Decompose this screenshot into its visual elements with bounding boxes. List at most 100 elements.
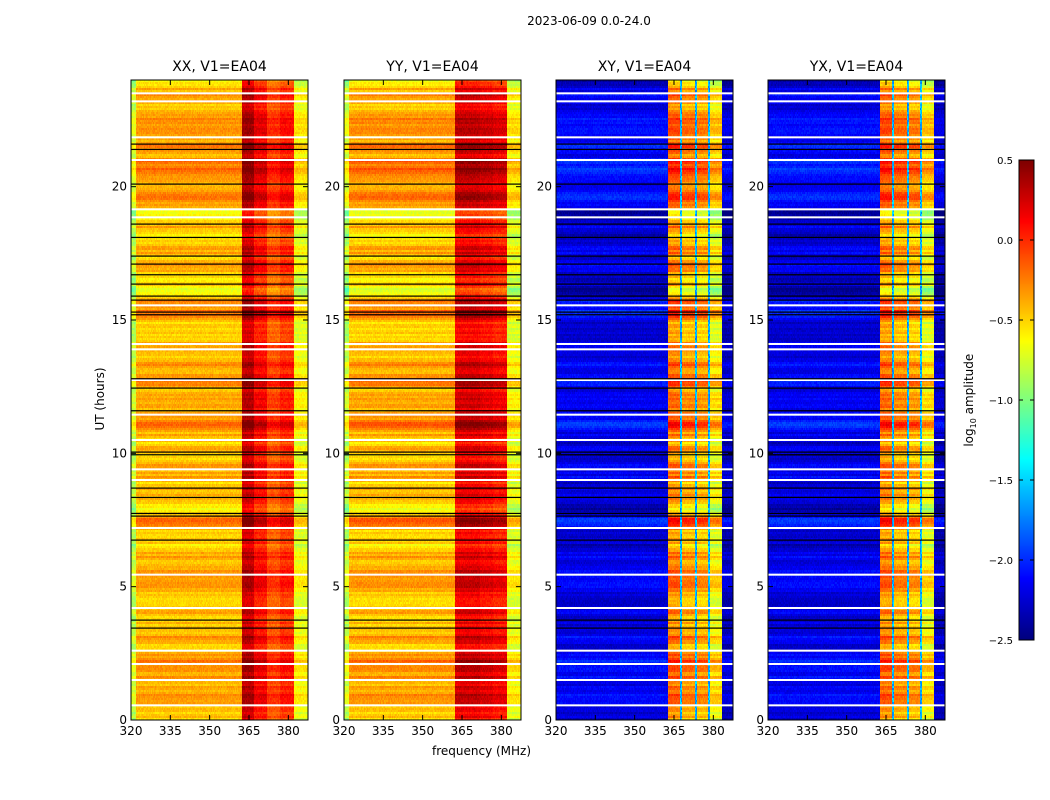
flagged-row-blank	[344, 649, 521, 652]
colorbar-tick-label: 0.0	[997, 236, 1013, 247]
flagged-row-blank	[131, 573, 308, 576]
y-axis-label: UT (hours)	[93, 367, 107, 431]
flagged-row-black	[131, 515, 308, 517]
flagged-row-black	[344, 378, 521, 380]
flagged-row-black	[344, 223, 521, 225]
x-axis-label: frequency (MHz)	[432, 744, 532, 758]
x-tick-label: 320	[333, 724, 356, 738]
flagged-row-black	[131, 619, 308, 621]
flagged-row-black	[344, 387, 521, 389]
flagged-row-black	[344, 515, 521, 517]
flagged-row-blank	[768, 208, 945, 211]
y-tick-label: 15	[749, 313, 764, 327]
flagged-row-blank	[768, 92, 945, 95]
flagged-row-blank	[131, 704, 308, 707]
flagged-row-black	[131, 148, 308, 151]
colorbar	[1019, 160, 1034, 640]
flagged-row-blank	[556, 527, 733, 529]
flagged-row-black	[556, 183, 733, 185]
flagged-row-black	[556, 619, 733, 621]
flagged-row-black	[768, 410, 945, 412]
x-tick-label: 335	[372, 724, 395, 738]
x-tick-label: 350	[623, 724, 646, 738]
flagged-row-blank	[131, 679, 308, 681]
flagged-row-blank	[768, 379, 945, 381]
flagged-row-blank	[768, 607, 945, 609]
flagged-row-black	[131, 539, 308, 541]
flagged-row-blank	[556, 304, 733, 307]
flagged-row-blank	[556, 607, 733, 609]
flagged-row-black	[131, 255, 308, 257]
panel-title-xx: XX, V1=EA04	[172, 59, 267, 75]
flagged-row-blank	[344, 439, 521, 441]
flagged-row-blank	[768, 679, 945, 681]
flagged-row-black	[768, 496, 945, 499]
flagged-row-blank	[131, 663, 308, 665]
flagged-row-black	[768, 143, 945, 145]
flagged-row-black	[768, 387, 945, 389]
flagged-row-black	[768, 314, 945, 316]
flagged-row-blank	[131, 527, 308, 529]
panel-frame	[130, 79, 309, 721]
x-tick-label: 365	[663, 724, 686, 738]
flagged-row-black	[131, 283, 308, 285]
flagged-row-black	[344, 283, 521, 285]
flagged-row-black	[556, 496, 733, 499]
flagged-row-black	[768, 223, 945, 225]
flagged-row-blank	[768, 479, 945, 481]
flagged-row-blank	[344, 527, 521, 529]
flagged-row-black	[768, 378, 945, 380]
flagged-row-black	[344, 299, 521, 301]
heatmap-yy	[344, 80, 521, 720]
flagged-row-black	[131, 387, 308, 389]
flagged-row-blank	[556, 216, 733, 219]
flagged-row-black	[131, 143, 308, 145]
flagged-row-blank	[344, 679, 521, 681]
flagged-row-blank	[131, 343, 308, 345]
flagged-row-blank	[768, 100, 945, 103]
y-tick-label: 10	[112, 446, 127, 460]
flagged-row-black	[344, 255, 521, 257]
flagged-row-black	[768, 515, 945, 517]
y-tick-label: 0	[332, 713, 340, 727]
x-tick-label: 320	[545, 724, 568, 738]
flagged-row-blank	[768, 649, 945, 652]
flagged-row-black	[344, 410, 521, 412]
flagged-row-black	[131, 496, 308, 499]
flagged-row-black	[556, 148, 733, 151]
flagged-row-blank	[768, 136, 945, 139]
y-tick-label: 0	[119, 713, 127, 727]
x-tick-label: 350	[835, 724, 858, 738]
flagged-row-black	[556, 487, 733, 489]
flagged-row-black	[131, 314, 308, 316]
flagged-row-black	[556, 255, 733, 257]
y-tick-label: 5	[332, 580, 340, 594]
flagged-row-blank	[556, 468, 733, 471]
flagged-row-black	[768, 619, 945, 621]
flagged-row-blank	[556, 663, 733, 665]
flagged-row-blank	[344, 304, 521, 307]
flagged-row-blank	[344, 136, 521, 139]
x-tick-label: 320	[120, 724, 143, 738]
flagged-row-black	[768, 454, 945, 456]
flagged-row-black	[556, 263, 733, 265]
flagged-row-black	[344, 496, 521, 499]
y-tick-label: 5	[119, 580, 127, 594]
flagged-row-blank	[556, 379, 733, 381]
flagged-row-black	[344, 183, 521, 185]
flagged-row-blank	[768, 413, 945, 416]
panel-frame	[555, 79, 734, 721]
flagged-row-black	[768, 283, 945, 285]
colorbar-tick-label: −2.0	[989, 556, 1013, 567]
flagged-row-black	[131, 487, 308, 489]
colorbar-tick-label: −2.5	[989, 636, 1013, 647]
panel-frame	[343, 79, 522, 721]
flagged-row-black	[131, 236, 308, 239]
x-tick-label: 365	[451, 724, 474, 738]
x-tick-label: 335	[796, 724, 819, 738]
flagged-row-blank	[344, 704, 521, 707]
flagged-row-blank	[344, 159, 521, 161]
flagged-row-black	[344, 148, 521, 151]
flagged-row-black	[131, 311, 308, 313]
flagged-row-blank	[131, 479, 308, 481]
